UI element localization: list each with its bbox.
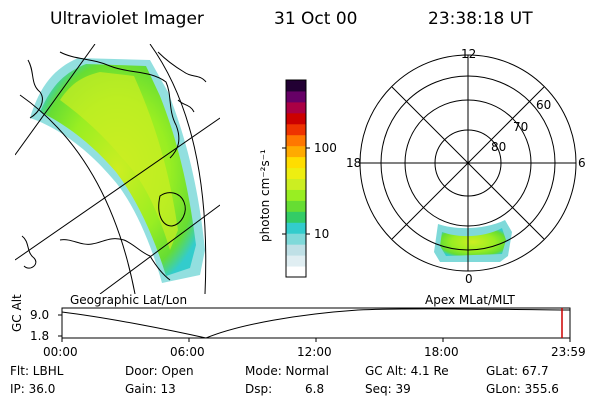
colorbar-swatch bbox=[286, 101, 306, 114]
geo-lon-line-2 bbox=[15, 44, 96, 156]
date-text: 31 Oct 00 bbox=[274, 9, 358, 29]
info-filter: Flt: LBHL bbox=[10, 364, 64, 378]
colorbar-swatch bbox=[286, 156, 306, 169]
colorbar-swatch bbox=[286, 112, 306, 125]
timeline-ytick-bottom: 1.8 bbox=[30, 329, 50, 343]
info-seq: Seq: 39 bbox=[365, 382, 411, 396]
mlat-label-80: 80 bbox=[491, 140, 507, 154]
polar-map-panel bbox=[359, 54, 577, 272]
coastline-top-right bbox=[157, 51, 207, 113]
timeline-xtick-0000: 00:00 bbox=[43, 345, 78, 359]
mlt-label-0: 0 bbox=[465, 272, 473, 286]
info-mode: Mode: Normal bbox=[245, 364, 329, 378]
time-text: 23:38:18 UT bbox=[428, 9, 533, 29]
info-glon: GLon: 355.6 bbox=[486, 382, 559, 396]
colorbar-swatch bbox=[286, 266, 306, 278]
geo-lon-line-3 bbox=[99, 204, 220, 294]
colorbar-swatch bbox=[286, 244, 306, 256]
info-dsp-value: 6.8 bbox=[305, 382, 325, 396]
colorbar-swatch bbox=[286, 222, 306, 234]
colorbar-swatch bbox=[286, 178, 306, 190]
altitude-curve bbox=[61, 308, 571, 339]
timeline-ylabel: GC Alt bbox=[10, 294, 24, 332]
timeline-ytick-top: 9.0 bbox=[30, 308, 50, 322]
timeline-xtick-2359: 23:59 bbox=[551, 345, 586, 359]
colorbar-swatch bbox=[286, 145, 306, 158]
colorbar-swatch bbox=[286, 255, 306, 267]
mlat-label-70: 70 bbox=[513, 120, 529, 134]
info-door: Door: Open bbox=[125, 364, 194, 378]
timeline-xtick-1800: 18:00 bbox=[424, 345, 459, 359]
colorbar-swatch bbox=[286, 167, 306, 179]
altitude-timeline bbox=[58, 307, 571, 342]
geo-aurora-core bbox=[60, 72, 178, 250]
geo-lon-line-1 bbox=[15, 117, 220, 261]
colorbar bbox=[286, 80, 306, 278]
coastline-bottom bbox=[59, 238, 171, 281]
colorbar-unit-label: photon cm⁻²s⁻¹ bbox=[258, 149, 272, 242]
timeline-xtick-1200: 12:00 bbox=[297, 345, 332, 359]
mlt-label-6: 6 bbox=[578, 156, 586, 170]
colorbar-swatch bbox=[286, 211, 306, 223]
timeline-xtick-0600: 06:00 bbox=[170, 345, 205, 359]
geo-lat-circle-2 bbox=[19, 94, 136, 294]
geo-aurora-inner bbox=[40, 64, 196, 276]
info-gc-alt: GC Alt: 4.1 Re bbox=[365, 364, 449, 378]
colorbar-swatch bbox=[286, 189, 306, 201]
colorbar-tick-10: 10 bbox=[314, 227, 330, 241]
colorbar-swatch bbox=[286, 200, 306, 212]
coastline-iceland bbox=[158, 192, 186, 227]
info-dsp-label: Dsp: bbox=[245, 382, 273, 396]
colorbar-swatch bbox=[286, 134, 306, 147]
coastline-greenland bbox=[59, 51, 180, 159]
colorbar-swatch bbox=[286, 233, 306, 245]
mlt-label-12: 12 bbox=[461, 47, 477, 61]
colorbar-swatch bbox=[286, 123, 306, 136]
mlt-label-18: 18 bbox=[346, 156, 362, 170]
geo-panel-label: Geographic Lat/Lon bbox=[70, 293, 188, 307]
geo-map-panel bbox=[15, 44, 220, 294]
colorbar-swatch bbox=[286, 90, 306, 103]
colorbar-swatch bbox=[286, 80, 306, 92]
coastline-left bbox=[21, 59, 43, 269]
info-glat: GLat: 67.7 bbox=[486, 364, 549, 378]
polar-panel-label: Apex MLat/MLT bbox=[425, 293, 515, 307]
mlat-label-60: 60 bbox=[536, 98, 552, 112]
info-ip: IP: 36.0 bbox=[10, 382, 56, 396]
info-gain: Gain: 13 bbox=[125, 382, 176, 396]
colorbar-tick-100: 100 bbox=[314, 141, 337, 155]
instrument-title: Ultraviolet Imager bbox=[50, 9, 204, 29]
geo-lat-circle-1 bbox=[149, 44, 207, 294]
